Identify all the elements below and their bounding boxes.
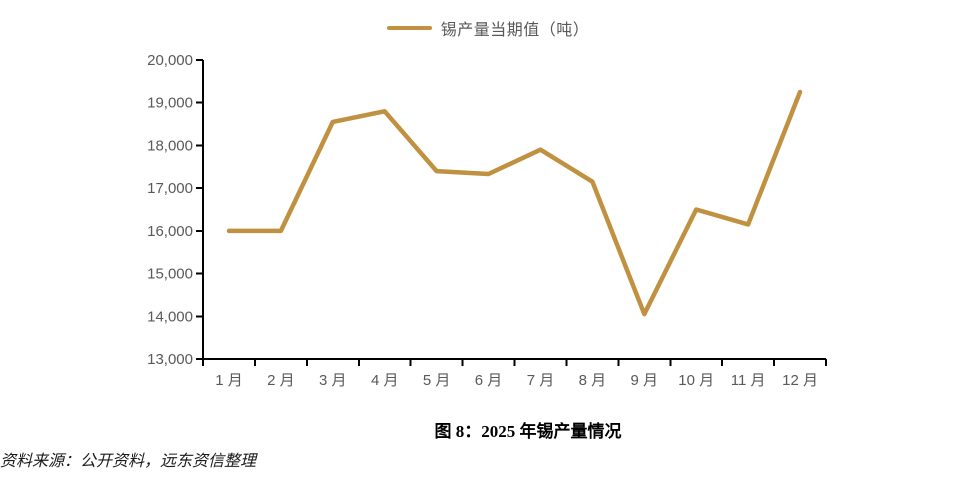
svg-text:3 月: 3 月: [319, 372, 347, 389]
legend-label: 锡产量当期值（吨）: [440, 22, 590, 39]
source-note: 资料来源：公开资料，远东资信整理: [0, 453, 257, 470]
svg-text:13,000: 13,000: [147, 351, 193, 368]
svg-text:5 月: 5 月: [423, 372, 451, 389]
svg-text:6 月: 6 月: [475, 372, 503, 389]
svg-text:14,000: 14,000: [147, 308, 193, 325]
svg-text:19,000: 19,000: [147, 95, 193, 112]
svg-text:15,000: 15,000: [147, 266, 193, 283]
svg-text:4 月: 4 月: [371, 372, 399, 389]
svg-text:9 月: 9 月: [631, 372, 659, 389]
svg-text:1 月: 1 月: [215, 372, 243, 389]
svg-text:8 月: 8 月: [579, 372, 607, 389]
svg-text:18,000: 18,000: [147, 137, 193, 154]
svg-text:10 月: 10 月: [678, 372, 714, 389]
chart-caption: 图 8：2025 年锡产量情况: [434, 422, 622, 441]
svg-text:16,000: 16,000: [147, 223, 193, 240]
svg-text:2 月: 2 月: [267, 372, 295, 389]
svg-text:20,000: 20,000: [147, 52, 193, 69]
svg-text:12 月: 12 月: [782, 372, 818, 389]
svg-text:7 月: 7 月: [527, 372, 555, 389]
svg-text:17,000: 17,000: [147, 180, 193, 197]
svg-text:11 月: 11 月: [731, 372, 766, 389]
legend: 锡产量当期值（吨）: [0, 16, 976, 40]
legend-line-swatch: [386, 25, 432, 31]
